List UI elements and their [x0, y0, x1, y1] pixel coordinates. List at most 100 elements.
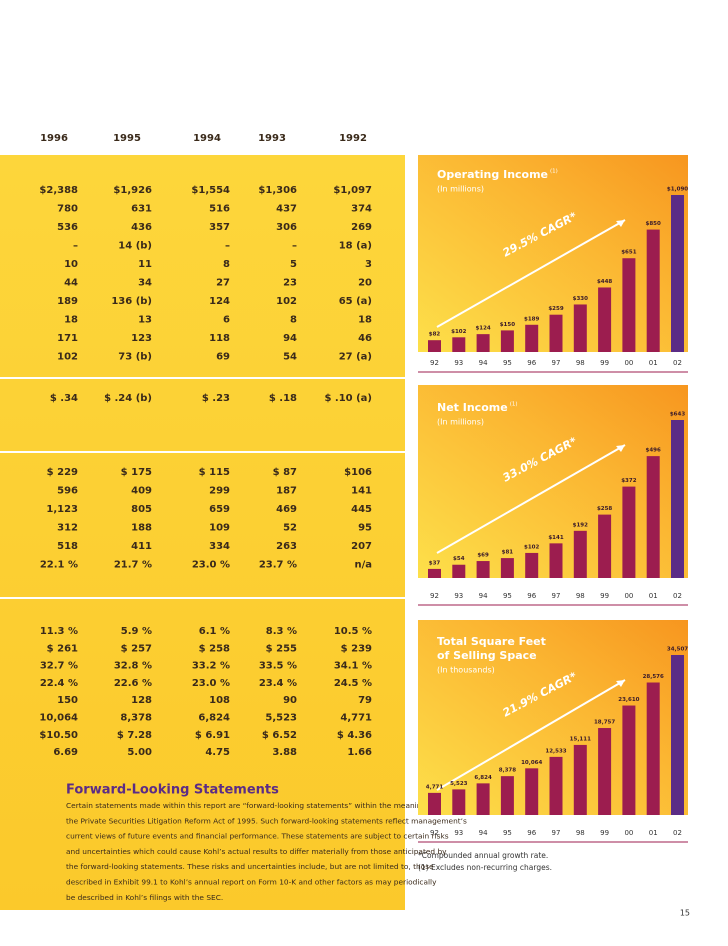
table-cell: 5,523 [265, 713, 297, 724]
x-tick-label: 98 [576, 592, 585, 600]
table-cell: 374 [351, 204, 372, 215]
x-tick-label: 01 [649, 592, 658, 600]
bar [476, 334, 490, 352]
table-cell: $ 257 [121, 643, 152, 654]
bar [500, 330, 514, 352]
bar [428, 340, 441, 352]
table-cell: 5.9 % [121, 626, 152, 637]
footnote: (1) Excludes non-recurring charges. [418, 863, 552, 872]
value-label: $102 [451, 329, 466, 335]
trend-arrow [436, 219, 626, 328]
chart-subtitle: (In thousands) [437, 666, 495, 675]
table-cell: – [73, 241, 78, 252]
bar [646, 682, 660, 815]
x-tick-label: 01 [649, 359, 658, 367]
value-label: $69 [477, 553, 489, 559]
table-cell: 536 [57, 222, 78, 233]
paragraph-line: be described in Kohl’s filings with the … [66, 893, 223, 902]
value-label: $651 [621, 250, 636, 256]
table-cell: $1,926 [113, 185, 152, 196]
table-cell: 20 [358, 278, 372, 289]
bar [598, 514, 612, 578]
column-header: 1996 [40, 133, 68, 144]
table-cell: 22.6 % [114, 678, 152, 689]
x-tick-label: 96 [527, 359, 536, 367]
table-cell: 44 [64, 278, 78, 289]
value-label: $37 [429, 560, 441, 566]
table-cell: 780 [57, 204, 78, 215]
bar [598, 728, 612, 815]
value-label: 5,523 [450, 781, 468, 787]
x-tick-label: 95 [503, 829, 512, 837]
value-label: $189 [524, 316, 539, 322]
table-cell: 23.4 % [259, 678, 297, 689]
table-cell: 14 (b) [118, 241, 152, 252]
table-cell: 23 [283, 278, 297, 289]
bar [500, 776, 514, 815]
table-cell: $ 6.91 [195, 730, 230, 741]
bar [525, 324, 539, 352]
x-tick-label: 92 [430, 592, 439, 600]
table-cell: 8,378 [120, 713, 152, 724]
table-cell: 269 [351, 222, 372, 233]
table-cell: $ .18 [269, 393, 297, 404]
table-cell: 631 [131, 204, 152, 215]
table-cell: 108 [209, 695, 230, 706]
bar [671, 655, 684, 815]
bar [549, 314, 563, 352]
table-cell: 65 (a) [339, 296, 372, 307]
table-cell: $ .10 (a) [324, 393, 372, 404]
title-note: (1) [550, 169, 558, 175]
table-cell: 79 [358, 695, 372, 706]
table-cell: 188 [131, 523, 152, 534]
value-label: $372 [621, 478, 636, 484]
table-cell: 6 [223, 315, 230, 326]
table-cell: 306 [276, 222, 297, 233]
table-cell: $ 4.36 [337, 730, 372, 741]
table-cell: $ 255 [266, 643, 297, 654]
table-cell: $ 229 [47, 467, 78, 478]
x-tick-label: 94 [479, 359, 488, 367]
x-tick-label: 93 [454, 829, 463, 837]
table-cell: $ .34 [50, 393, 78, 404]
table-cell: 90 [283, 695, 297, 706]
chart-title: Operating Income [437, 168, 548, 181]
table-cell: 52 [283, 523, 297, 534]
value-label: 15,111 [570, 736, 591, 742]
x-tick-label: 96 [527, 592, 536, 600]
table-cell: $1,306 [258, 185, 297, 196]
value-label: 6,824 [474, 775, 492, 781]
value-label: 18,757 [594, 720, 615, 726]
bar [452, 789, 466, 815]
table-cell: 18 [64, 315, 78, 326]
table-cell: 128 [131, 695, 152, 706]
trend-arrow [436, 444, 626, 554]
table-cell: 411 [131, 541, 152, 552]
value-label: $141 [548, 535, 563, 541]
table-cell: 13 [138, 315, 152, 326]
table-cell: 46 [358, 333, 372, 344]
table-cell: 10 [64, 259, 78, 270]
table-cell: 409 [131, 486, 152, 497]
value-label: $850 [646, 221, 661, 227]
table-cell: $106 [344, 467, 372, 478]
bar [452, 337, 466, 352]
bar [573, 744, 587, 815]
table-cell: 299 [209, 486, 230, 497]
table-cell: 334 [209, 541, 230, 552]
paragraph-line: the forward-looking statements. These ri… [66, 862, 434, 871]
table-cell: 22.4 % [40, 678, 78, 689]
table-cell: 102 [57, 352, 78, 363]
table-cell: 8 [223, 259, 230, 270]
table-cell: 10,064 [39, 713, 78, 724]
x-tick-label: 02 [673, 592, 682, 600]
x-tick-label: 02 [673, 829, 682, 837]
chart-title: Total Square Feet [437, 635, 546, 648]
table-cell: 11.3 % [40, 626, 78, 637]
x-tick-label: 02 [673, 359, 682, 367]
value-label: $330 [573, 296, 588, 302]
table-cell: 518 [57, 541, 78, 552]
x-tick-label: 97 [552, 359, 561, 367]
table-cell: 516 [209, 204, 230, 215]
value-label: $259 [548, 306, 563, 312]
